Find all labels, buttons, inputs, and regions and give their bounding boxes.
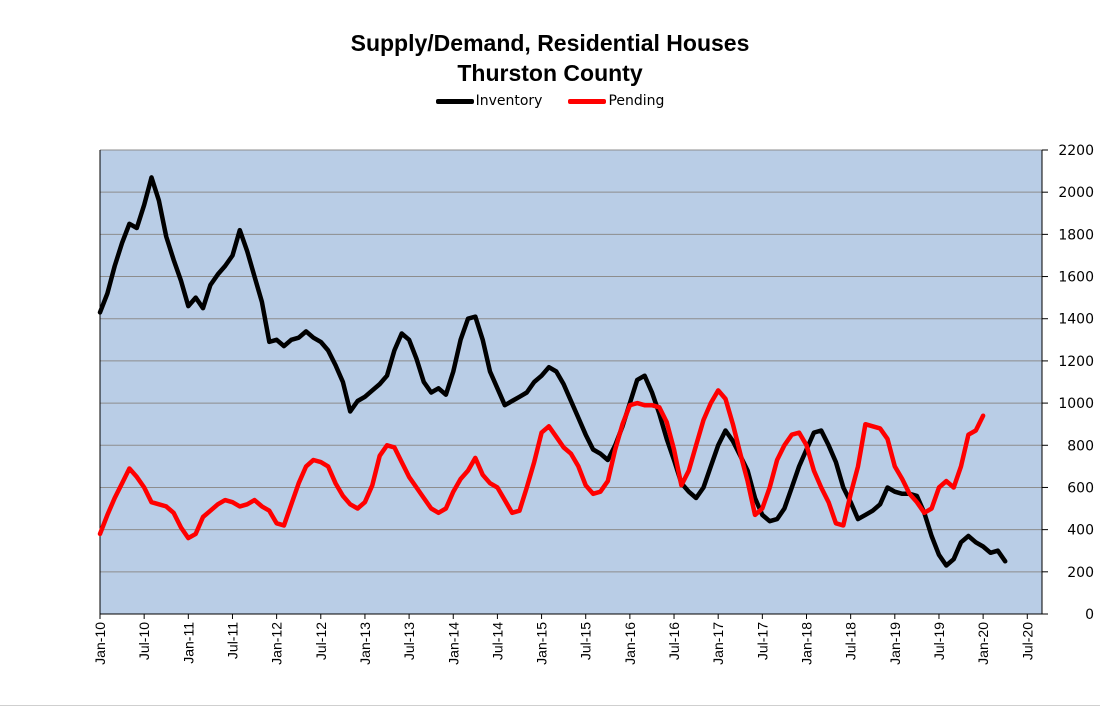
x-tick-label-Jan-17: Jan-17 [710,622,726,665]
x-tick-label-Jul-11: Jul-11 [224,622,240,659]
y-tick-label-0: 0 [1085,607,1094,623]
legend-swatch-pending [568,98,607,104]
y-tick-label-1400: 1400 [1058,312,1094,328]
plot-area [100,150,1042,614]
bottom-divider [0,705,1100,706]
x-tick-label-Jul-15: Jul-15 [578,622,594,660]
x-tick-labels: Jan-10 Jul-10 Jan-11 Jul-11 Jan-12 Jul-12 Jan-… [92,622,1035,665]
series-line-inventory [97,175,1008,568]
y-tick-label-2200: 2200 [1058,143,1094,159]
gridlines [100,149,1048,615]
x-tick-label-Jul-13: Jul-13 [401,622,417,660]
x-tick-label-Jan-19: Jan-19 [887,622,903,665]
legend-label-inventory: Inventory [475,93,543,109]
x-tick-label-Jul-16: Jul-16 [666,622,682,660]
chart-title: Supply/Demand, Residential Houses Thurst… [0,28,1100,88]
x-tick-label-Jul-18: Jul-18 [843,622,859,660]
x-tick-label-Jan-16: Jan-16 [622,622,638,665]
axes [99,150,1043,619]
x-tick-label-Jan-18: Jan-18 [799,622,815,665]
y-tick-label-1200: 1200 [1058,354,1094,370]
chart-title-line-2: Thurston County [457,60,643,86]
chart-title-line-1: Supply/Demand, Residential Houses [350,30,750,56]
legend-item-pending: Pending [568,93,664,109]
legend: Inventory Pending [0,93,1100,109]
series-line-pending [97,388,986,541]
legend-item-inventory: Inventory [435,93,543,109]
x-tick-label-Jan-15: Jan-15 [534,622,550,665]
x-tick-label-Jan-14: Jan-14 [445,622,461,665]
x-tick-label-Jul-17: Jul-17 [754,622,770,660]
y-tick-label-1000: 1000 [1058,396,1094,412]
y-tick-label-800: 800 [1067,438,1094,454]
x-tick-label-Jul-10: Jul-10 [136,622,152,660]
legend-swatch-inventory [435,98,474,104]
x-tick-label-Jan-10: Jan-10 [92,622,108,665]
x-tick-label-Jan-13: Jan-13 [357,622,373,665]
y-tick-labels: 0 200 400 600 800 1000 1200 1400 1600 1800 2000 220… [1058,143,1094,623]
series-lines [97,175,1008,568]
legend-label-pending: Pending [608,93,665,109]
x-tick-label-Jan-20: Jan-20 [975,622,991,665]
x-tick-label-Jan-12: Jan-12 [269,622,285,665]
y-tick-label-600: 600 [1067,480,1094,496]
x-tick-label-Jul-20: Jul-20 [1019,622,1035,660]
x-tick-label-Jul-14: Jul-14 [489,622,505,660]
x-tick-label-Jul-19: Jul-19 [931,622,947,660]
y-tick-label-1800: 1800 [1058,227,1094,243]
x-tick-label-Jul-12: Jul-12 [313,622,329,660]
x-tick-label-Jan-11: Jan-11 [180,622,196,664]
y-tick-label-2000: 2000 [1058,185,1094,201]
y-tick-label-200: 200 [1067,565,1094,581]
y-tick-label-400: 400 [1067,523,1094,539]
y-tick-label-1600: 1600 [1058,270,1094,286]
